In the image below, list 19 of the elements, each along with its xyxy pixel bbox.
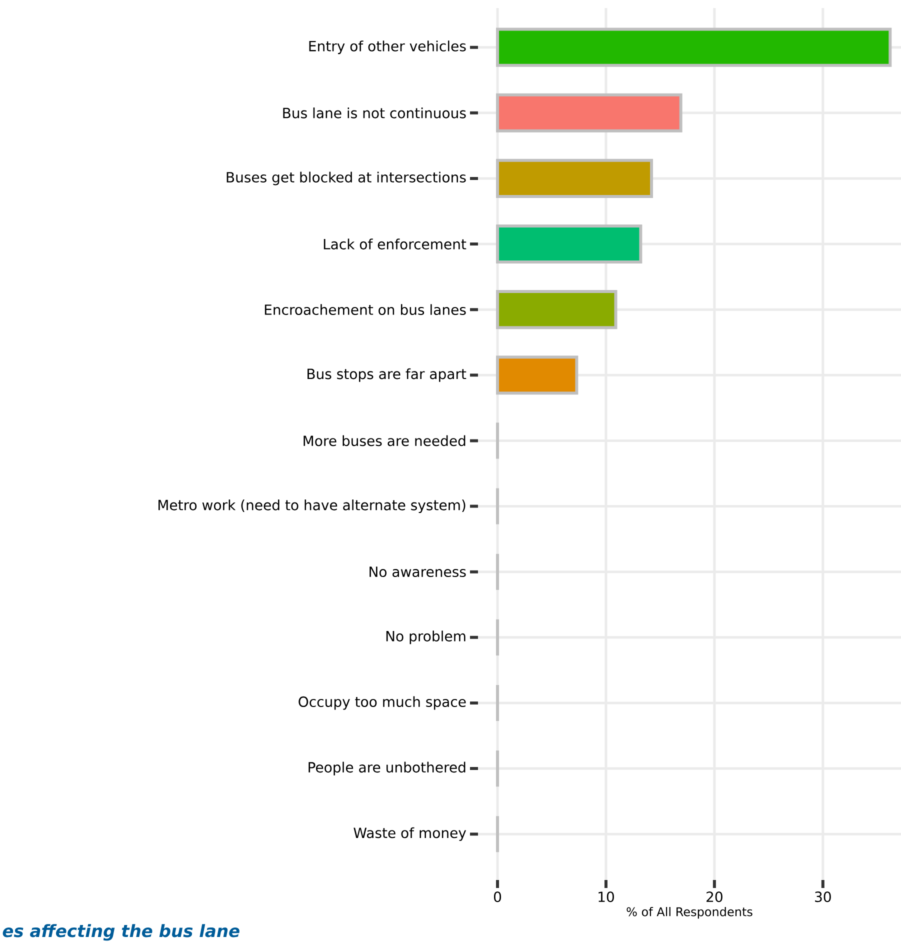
y-tick-label: People are unbothered — [308, 762, 466, 776]
y-tick-label: More buses are needed — [304, 435, 466, 446]
y-tick-label: Metro work (need to have alternate system) — [158, 500, 466, 514]
y-tick-label: Bus stops are far apart — [308, 368, 466, 382]
y-tick-label: No awareness — [370, 566, 466, 578]
y-tick-label: No problem — [386, 630, 466, 644]
x-axis-title: % of All Respondents — [626, 906, 752, 919]
x-tick-label: 30 — [815, 892, 831, 902]
text: es affecting the bus lane — [2, 924, 240, 941]
y-tick-label: Lack of enforcement — [324, 238, 466, 250]
y-tick-label: Entry of other vehicles — [309, 40, 466, 54]
x-tick-label: 20 — [706, 892, 722, 902]
y-tick-label: Bus lane is not continuous — [283, 107, 466, 118]
y-tick-label: Waste of money — [354, 827, 466, 841]
x-tick-label: 0 — [494, 892, 502, 902]
y-tick-label: Occupy too much space — [298, 696, 466, 710]
x-tick-label: 10 — [598, 892, 614, 902]
y-tick-label: Buses get blocked at intersections — [226, 172, 466, 186]
y-tick-label: Encroachement on bus lanes — [264, 304, 466, 316]
